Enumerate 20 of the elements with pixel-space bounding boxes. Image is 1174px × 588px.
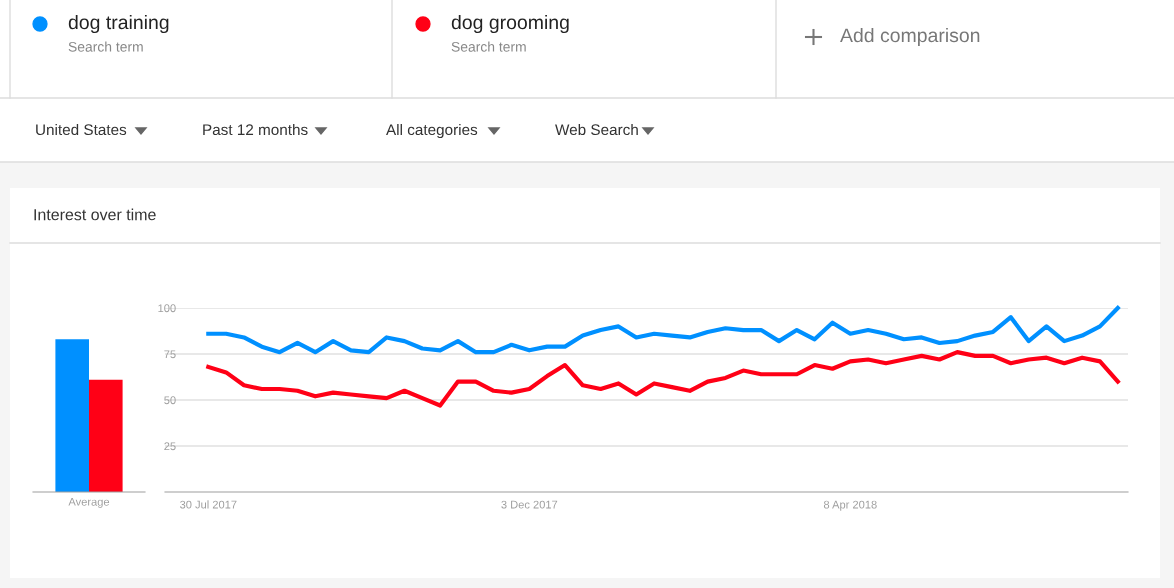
chart-title: Interest over time <box>34 208 156 221</box>
x-tick-label: Average <box>68 497 110 508</box>
x-tick-label: 3 Dec 2017 <box>501 500 558 509</box>
line-series <box>206 305 1120 355</box>
y-tick-label: 100 <box>158 304 176 313</box>
y-tick-label: 25 <box>164 442 176 451</box>
text: United States <box>36 123 127 136</box>
x-tick-label: 8 Apr 2018 <box>823 500 877 511</box>
x-tick-label: 30 Jul 2017 <box>180 500 237 509</box>
text: Web Search <box>555 123 638 136</box>
text: Search term <box>68 41 143 52</box>
text: Past 12 months <box>203 123 308 136</box>
y-tick-label: 50 <box>164 396 176 405</box>
text: Add comparison <box>840 27 980 47</box>
legend-label: dog grooming <box>451 14 569 34</box>
text: All categories <box>386 123 478 139</box>
legend-label: dog training <box>68 14 169 34</box>
line-series <box>206 350 1120 408</box>
y-tick-label: 75 <box>164 350 176 359</box>
text: Search term <box>451 41 526 52</box>
